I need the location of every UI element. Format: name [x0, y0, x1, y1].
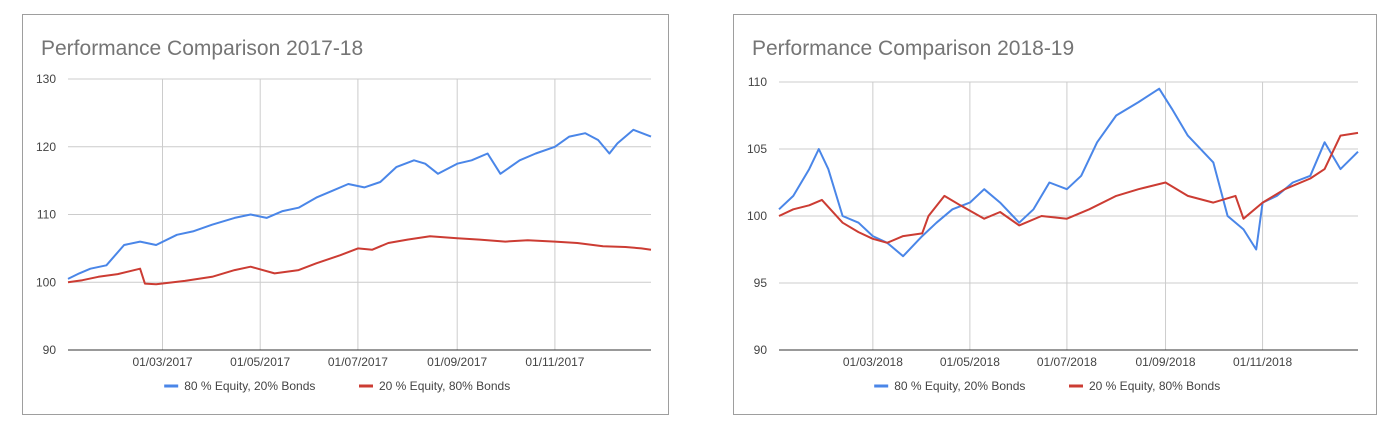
c0-chart-title: Performance Comparison 2017-18: [41, 37, 363, 60]
c0-legend-label-1: 20 % Equity, 80% Bonds: [379, 379, 510, 393]
c1-x-tick-label-0: 01/03/2018: [843, 355, 903, 369]
c0-x-tick-label-3: 01/09/2017: [427, 355, 487, 369]
c1-y-tick-label-0: 90: [754, 343, 768, 357]
c0-y-tick-label-4: 130: [36, 72, 56, 86]
chart-2017-18: Performance Comparison 2017-18 90 100 110 12…: [36, 37, 652, 393]
c1-chart-title: Performance Comparison 2018-19: [752, 37, 1074, 60]
c1-series-line-0: [778, 87, 1359, 258]
c0-x-tick-label-2: 01/07/2017: [328, 355, 388, 369]
c0-series-line-0: [67, 128, 652, 280]
c1-x-tick-label-2: 01/07/2018: [1037, 355, 1097, 369]
chart-card-2017-18: Performance Comparison 2017-18 90 100 110 12…: [22, 14, 669, 415]
c0-legend-label-0: 80 % Equity, 20% Bonds: [184, 379, 315, 393]
c1-x-tick-label-1: 01/05/2018: [940, 355, 1000, 369]
chart-card-2018-19: Performance Comparison 2018-19 90 95 100 105…: [733, 14, 1377, 415]
c1-y-tick-label-1: 95: [754, 276, 768, 290]
c1-legend-label-1: 20 % Equity, 80% Bonds: [1089, 379, 1220, 393]
c1-legend-label-0: 80 % Equity, 20% Bonds: [894, 379, 1025, 393]
c0-x-tick-label-0: 01/03/2017: [132, 355, 192, 369]
c0-x-tick-label-4: 01/11/2017: [525, 355, 584, 369]
c0-series-line-1: [67, 235, 652, 286]
c1-series-line-1: [778, 131, 1359, 244]
c0-x-tick-label-1: 01/05/2017: [230, 355, 290, 369]
c1-x-tick-label-4: 01/11/2018: [1233, 355, 1292, 369]
c0-y-tick-label-1: 100: [36, 275, 56, 289]
c1-y-tick-label-3: 105: [747, 142, 767, 156]
c1-y-tick-label-2: 100: [747, 209, 767, 223]
chart-2018-19: Performance Comparison 2018-19 90 95 100 105…: [747, 37, 1359, 393]
c1-x-tick-label-3: 01/09/2018: [1135, 355, 1195, 369]
c1-y-tick-label-4: 110: [748, 75, 767, 89]
c0-y-tick-label-3: 120: [36, 140, 56, 154]
c0-y-tick-label-2: 110: [37, 208, 56, 222]
c0-y-tick-label-0: 90: [43, 343, 57, 357]
